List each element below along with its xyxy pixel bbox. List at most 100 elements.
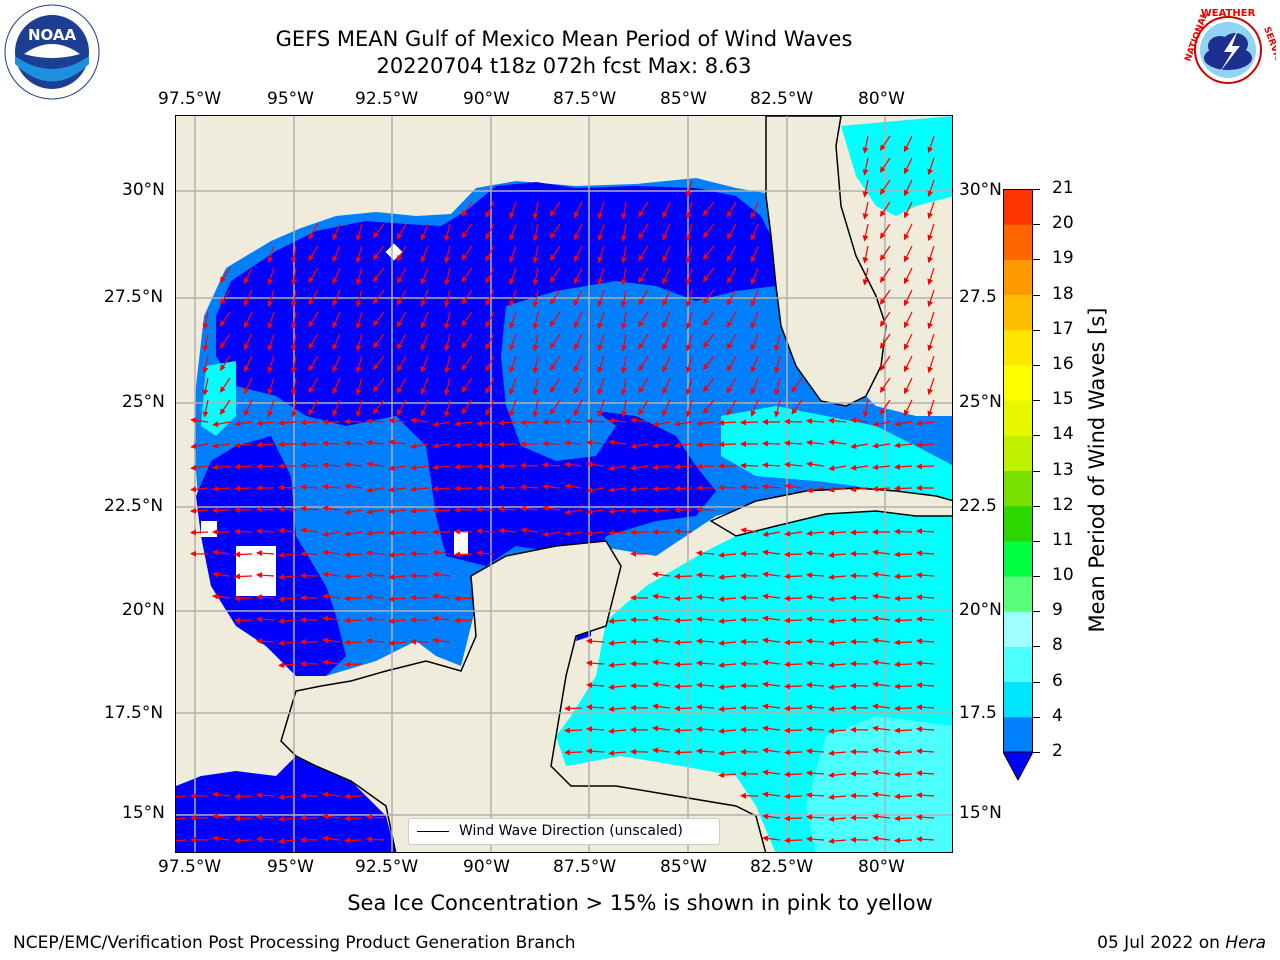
wave-direction-arrow xyxy=(476,463,495,470)
wave-direction-arrow xyxy=(696,616,715,623)
wave-direction-arrow xyxy=(256,420,275,427)
wave-direction-arrow xyxy=(784,639,803,646)
wave-direction-arrow xyxy=(685,223,693,242)
wave-direction-arrow xyxy=(828,816,847,823)
wave-direction-arrow xyxy=(476,550,495,557)
wave-direction-arrow xyxy=(726,333,737,350)
wave-direction-arrow xyxy=(372,245,385,261)
wave-direction-arrow xyxy=(212,464,231,471)
wave-direction-arrow xyxy=(461,399,473,415)
wave-direction-arrow xyxy=(219,377,231,393)
wave-direction-arrow xyxy=(388,508,407,515)
noaa-logo: NOAA xyxy=(4,4,100,100)
wave-direction-arrow xyxy=(685,179,693,198)
wave-direction-arrow xyxy=(520,527,539,534)
wave-direction-arrow xyxy=(894,420,913,427)
wave-direction-arrow xyxy=(420,333,429,351)
wave-direction-arrow xyxy=(927,223,935,242)
wave-direction-arrow xyxy=(638,377,649,394)
wave-direction-arrow xyxy=(828,529,847,536)
wave-direction-arrow xyxy=(509,201,517,219)
wave-direction-arrow xyxy=(784,483,803,490)
wave-direction-arrow xyxy=(674,727,693,734)
wave-direction-arrow xyxy=(762,835,781,842)
colorbar-tick-mark xyxy=(1033,540,1040,542)
wave-direction-arrow xyxy=(674,749,693,756)
wave-direction-arrow xyxy=(608,486,627,493)
colorbar-segment xyxy=(1003,259,1033,296)
wave-direction-arrow xyxy=(308,223,319,240)
wave-direction-arrow xyxy=(806,770,825,777)
colorbar-tick-mark xyxy=(1033,752,1040,753)
wave-direction-arrow xyxy=(308,355,319,372)
wave-direction-arrow xyxy=(485,289,495,306)
wave-direction-arrow xyxy=(916,638,935,645)
wave-direction-arrow xyxy=(806,682,825,689)
wave-direction-arrow xyxy=(344,461,363,468)
wave-direction-arrow xyxy=(256,528,275,535)
wave-direction-arrow xyxy=(267,311,275,330)
wave-direction-arrow xyxy=(332,267,341,285)
wave-direction-arrow xyxy=(638,245,649,262)
wave-direction-arrow xyxy=(355,267,363,286)
wave-direction-arrow xyxy=(850,464,869,471)
wave-direction-arrow xyxy=(872,681,891,688)
wave-direction-arrow xyxy=(564,440,583,447)
wave-direction-arrow xyxy=(344,793,363,800)
wave-direction-arrow xyxy=(894,727,913,734)
wave-direction-arrow xyxy=(828,706,847,713)
wave-direction-arrow xyxy=(927,333,935,352)
wave-direction-arrow xyxy=(872,637,891,644)
lat-tick-left: 15°N xyxy=(122,803,165,823)
wave-direction-arrow xyxy=(532,355,539,374)
wave-direction-arrow xyxy=(806,792,825,799)
wave-direction-arrow xyxy=(388,596,407,603)
wave-direction-arrow xyxy=(410,417,429,424)
wave-direction-arrow xyxy=(894,661,913,668)
wave-direction-arrow xyxy=(872,725,891,732)
wave-direction-arrow xyxy=(674,683,693,690)
wave-direction-arrow xyxy=(806,726,825,733)
wave-direction-arrow xyxy=(726,245,737,262)
wave-direction-arrow xyxy=(176,795,187,798)
wave-direction-arrow xyxy=(740,419,759,426)
wave-direction-arrow xyxy=(662,201,671,219)
wave-direction-arrow xyxy=(396,311,407,328)
wave-direction-arrow xyxy=(872,615,891,622)
wave-direction-arrow xyxy=(879,399,891,415)
colorbar-tick-label: 14 xyxy=(1052,424,1074,445)
colorbar-tick-mark xyxy=(1033,611,1040,613)
wave-direction-arrow xyxy=(322,813,341,820)
wave-direction-arrow xyxy=(903,333,913,351)
wave-direction-arrow xyxy=(903,135,913,153)
wave-direction-arrow xyxy=(762,483,781,490)
wave-direction-arrow xyxy=(674,573,693,580)
run-date-text: 05 Jul 2022 on xyxy=(1097,933,1226,953)
colorbar-segment xyxy=(1003,716,1033,753)
wave-direction-arrow xyxy=(219,399,231,415)
wave-direction-arrow xyxy=(573,377,583,395)
wave-direction-arrow xyxy=(219,267,231,283)
wave-direction-arrow xyxy=(256,616,275,623)
wave-direction-arrow xyxy=(894,528,913,535)
colorbar-tick-label: 19 xyxy=(1052,248,1074,269)
wave-direction-arrow xyxy=(267,377,275,396)
wave-direction-arrow xyxy=(850,529,869,536)
wave-direction-arrow xyxy=(190,417,209,424)
wave-direction-arrow xyxy=(444,267,451,286)
wave-direction-arrow xyxy=(927,135,935,154)
wave-direction-arrow xyxy=(322,835,341,842)
wave-direction-arrow xyxy=(420,311,429,329)
wave-direction-arrow xyxy=(652,571,671,578)
wave-direction-arrow xyxy=(476,420,495,427)
run-date: 05 Jul 2022 on Hera xyxy=(1097,933,1266,953)
wave-direction-arrow xyxy=(322,571,341,578)
wave-direction-arrow xyxy=(784,815,803,822)
wave-direction-arrow xyxy=(498,441,517,448)
wave-direction-arrow xyxy=(372,377,385,393)
wave-direction-arrow xyxy=(234,617,253,624)
lat-tick-right: 17.5 xyxy=(959,703,997,723)
wave-direction-arrow xyxy=(586,726,605,733)
wave-direction-arrow xyxy=(894,485,913,492)
wave-direction-arrow xyxy=(234,442,253,449)
